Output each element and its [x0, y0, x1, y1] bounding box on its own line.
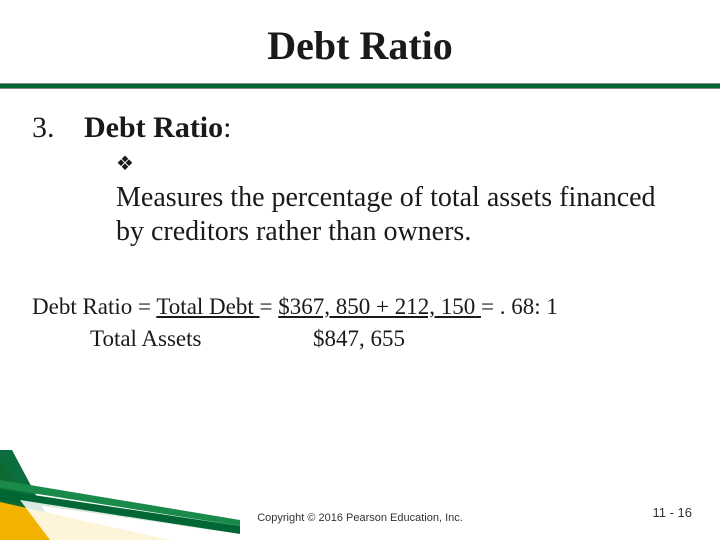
- content-area: 3. Debt Ratio: ❖ Measures the percentage…: [0, 89, 720, 249]
- formula-lhs: Debt Ratio =: [32, 294, 151, 319]
- item-number: 3.: [32, 111, 80, 145]
- diamond-bullet-icon: ❖: [116, 147, 130, 181]
- formula-result: . 68: 1: [500, 294, 558, 319]
- item-heading-suffix: :: [223, 111, 231, 144]
- formula-numerator-1: Total Debt: [156, 294, 259, 319]
- copyright-text: Copyright © 2016 Pearson Education, Inc.: [0, 512, 720, 524]
- corner-decoration: [0, 450, 240, 540]
- item-heading: Debt Ratio:: [84, 111, 232, 145]
- bullet-row: ❖ Measures the percentage of total asset…: [32, 145, 688, 249]
- formula-line-1: Debt Ratio = Total Debt = $367, 850 + 21…: [32, 291, 688, 323]
- formula-line-2: Total Assets $847, 655: [32, 323, 688, 355]
- list-item: 3. Debt Ratio:: [32, 111, 688, 145]
- page-title: Debt Ratio: [0, 0, 720, 83]
- item-heading-text: Debt Ratio: [84, 111, 223, 144]
- formula-denominator-2: $847, 655: [313, 326, 405, 351]
- formula-block: Debt Ratio = Total Debt = $367, 850 + 21…: [0, 249, 720, 355]
- formula-eq-2: =: [481, 294, 500, 319]
- formula-eq-1: =: [260, 294, 279, 319]
- bullet-text: Measures the percentage of total assets …: [116, 181, 676, 249]
- formula-numerator-2: $367, 850 + 212, 150: [278, 294, 481, 319]
- page-number: 11 - 16: [652, 505, 692, 520]
- formula-denominator-1: Total Assets: [90, 326, 201, 351]
